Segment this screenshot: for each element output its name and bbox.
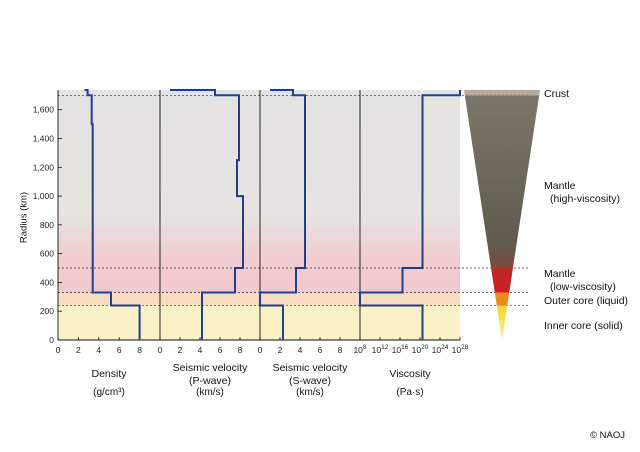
profile-line-panel-3 — [259, 89, 306, 340]
y-tick-label: 200 — [40, 306, 54, 316]
profile-line-panel-1 — [84, 89, 141, 340]
x-tick-label: 1024 — [432, 344, 449, 355]
x-tick-label: 0 — [56, 345, 61, 355]
x-tick-label: 0 — [258, 345, 263, 355]
panel-unit-2: (km/s) — [196, 387, 224, 398]
x-tick-label: 1012 — [372, 344, 389, 355]
x-tick-label: 4 — [298, 345, 303, 355]
x-tick-label: 8 — [137, 345, 142, 355]
band-inner-core — [58, 305, 460, 340]
panel-title-line: (P-wave) — [188, 375, 231, 387]
layer-label-crust: Crust — [544, 88, 570, 100]
layer-label-inner-core: Inner core (solid) — [544, 320, 623, 332]
layer-label-mantle-low: Mantle (low-viscosity) — [544, 268, 616, 294]
x-tick-label: 108 — [353, 344, 366, 355]
cone-mantle-low — [491, 268, 513, 293]
y-tick-label: 1,600 — [33, 105, 55, 115]
y-axis-label: Radius (km) — [4, 160, 44, 280]
panel-unit-4: (Pa·s) — [396, 387, 424, 398]
interior-cone — [464, 90, 540, 340]
panel-unit-1: (g/cm³) — [93, 387, 125, 398]
x-tick-label: 6 — [117, 345, 122, 355]
profile-line-panel-2 — [170, 89, 244, 340]
panel-title-line: Viscosity — [389, 368, 431, 380]
panel-caption-1: Density — [58, 368, 160, 381]
layer-label-outer-core: Outer core (liquid) — [544, 295, 629, 307]
panel-title-line: (S-wave) — [288, 375, 331, 387]
x-tick-label: 0 — [158, 345, 163, 355]
layer-label-mantle-high-line1: Mantle — [544, 180, 576, 192]
layer-label-mantle-low-line2: (low-viscosity) — [550, 281, 616, 293]
x-tick-label: 1028 — [452, 344, 469, 355]
layer-label-mantle-high-line2: (high-viscosity) — [550, 193, 621, 205]
cone-inner-core — [496, 305, 508, 340]
y-tick-label: 1,400 — [33, 134, 55, 144]
band-mantle — [58, 90, 460, 293]
x-tick-label: 8 — [238, 345, 243, 355]
x-tick-label: 4 — [198, 345, 203, 355]
cone-outer-core — [494, 292, 510, 306]
cone-mantle-high — [464, 95, 540, 269]
cone-crust — [464, 90, 540, 96]
x-tick-label: 2 — [76, 345, 81, 355]
layer-label-mantle-low-line1: Mantle — [544, 268, 576, 280]
y-tick-label: 600 — [40, 249, 54, 259]
x-tick-label: 1016 — [392, 344, 409, 355]
panel-caption-4: Viscosity — [360, 368, 460, 381]
panel-caption-2: Seismic velocity (P-wave) — [160, 362, 260, 388]
y-tick-label: 800 — [40, 220, 54, 230]
y-tick-label: 1,000 — [33, 191, 55, 201]
x-tick-label: 6 — [218, 345, 223, 355]
layer-label-mantle-high: Mantle (high-viscosity) — [544, 180, 620, 206]
y-tick-label: 0 — [49, 335, 54, 345]
y-axis-title: Radius (km) — [18, 191, 30, 244]
y-tick-label: 400 — [40, 277, 54, 287]
panel-title-line: Seismic velocity — [172, 362, 248, 374]
copyright-credit: © NAOJ — [590, 430, 625, 441]
panel-title-line: Density — [91, 368, 127, 380]
radius-axis: 0 200 400 600 800 1,000 1,200 1,400 1,600 — [33, 105, 62, 345]
x-tick-label: 2 — [278, 345, 283, 355]
x-tick-label: 2 — [178, 345, 183, 355]
x-tick-label: 1020 — [412, 344, 429, 355]
y-tick-label: 1,200 — [33, 162, 55, 172]
panel-title-line: Seismic velocity — [272, 362, 348, 374]
panel-caption-3: Seismic velocity (S-wave) — [260, 362, 360, 388]
x-tick-label: 4 — [96, 345, 101, 355]
profile-panels: 0 2 4 6 8 0 2 4 6 8 0 2 4 6 8 108 1012 1016 1020 1024 1028 — [56, 89, 528, 355]
x-tick-label: 8 — [338, 345, 343, 355]
profile-line-panel-4 — [359, 90, 461, 340]
panel-unit-3: (km/s) — [296, 387, 324, 398]
x-tick-label: 6 — [318, 345, 323, 355]
